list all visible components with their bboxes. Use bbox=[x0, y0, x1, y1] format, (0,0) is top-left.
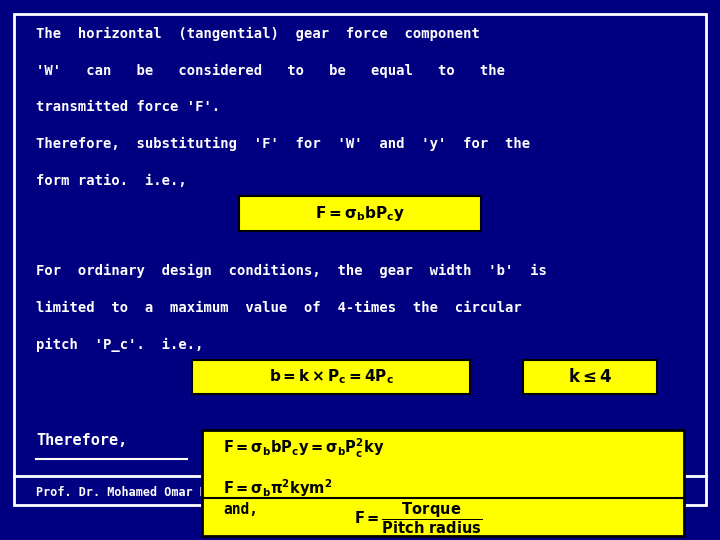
Text: $\mathbf{k \leq 4}$: $\mathbf{k \leq 4}$ bbox=[568, 368, 613, 386]
Text: Therefore,: Therefore, bbox=[36, 433, 127, 448]
Text: $\mathbf{F = \dfrac{Torque}{Pitch\ radius}}$: $\mathbf{F = \dfrac{Torque}{Pitch\ radiu… bbox=[354, 501, 482, 536]
Text: 'W'   can   be   considered   to   be   equal   to   the: 'W' can be considered to be equal to the bbox=[36, 64, 505, 78]
Text: Therefore,  substituting  'F'  for  'W'  and  'y'  for  the: Therefore, substituting 'F' for 'W' and … bbox=[36, 137, 530, 151]
Text: and,: and, bbox=[223, 502, 258, 517]
Text: The  horizontal  (tangential)  gear  force  component: The horizontal (tangential) gear force c… bbox=[36, 27, 480, 41]
Text: pitch  'P_c'.  i.e.,: pitch 'P_c'. i.e., bbox=[36, 338, 204, 352]
FancyBboxPatch shape bbox=[14, 14, 706, 505]
FancyBboxPatch shape bbox=[202, 430, 684, 536]
Text: form ratio.  i.e.,: form ratio. i.e., bbox=[36, 174, 186, 188]
FancyBboxPatch shape bbox=[239, 196, 481, 231]
FancyBboxPatch shape bbox=[192, 360, 470, 394]
Text: $\mathbf{F = \sigma_b b P_c y}$: $\mathbf{F = \sigma_b b P_c y}$ bbox=[315, 204, 405, 223]
Text: $\mathbf{F = \sigma_b b P_c y = \sigma_b P_c^{2} k y}$: $\mathbf{F = \sigma_b b P_c y = \sigma_b… bbox=[223, 437, 384, 460]
Text: transmitted force 'F'.: transmitted force 'F'. bbox=[36, 100, 220, 114]
FancyBboxPatch shape bbox=[523, 360, 657, 394]
Text: $\mathbf{b = k \times P_c = 4P_c}$: $\mathbf{b = k \times P_c = 4P_c}$ bbox=[269, 368, 394, 386]
Text: For  ordinary  design  conditions,  the  gear  width  'b'  is: For ordinary design conditions, the gear… bbox=[36, 264, 547, 278]
Text: limited  to  a  maximum  value  of  4-times  the  circular: limited to a maximum value of 4-times th… bbox=[36, 301, 522, 315]
Text: April 2006: April 2006 bbox=[613, 486, 684, 499]
Text: Prof. Dr. Mohamed Omar Mousa: Prof. Dr. Mohamed Omar Mousa bbox=[36, 486, 235, 499]
Text: $\mathbf{F = \sigma_b \pi^{2} k y m^{2}}$: $\mathbf{F = \sigma_b \pi^{2} k y m^{2}}… bbox=[223, 477, 333, 499]
